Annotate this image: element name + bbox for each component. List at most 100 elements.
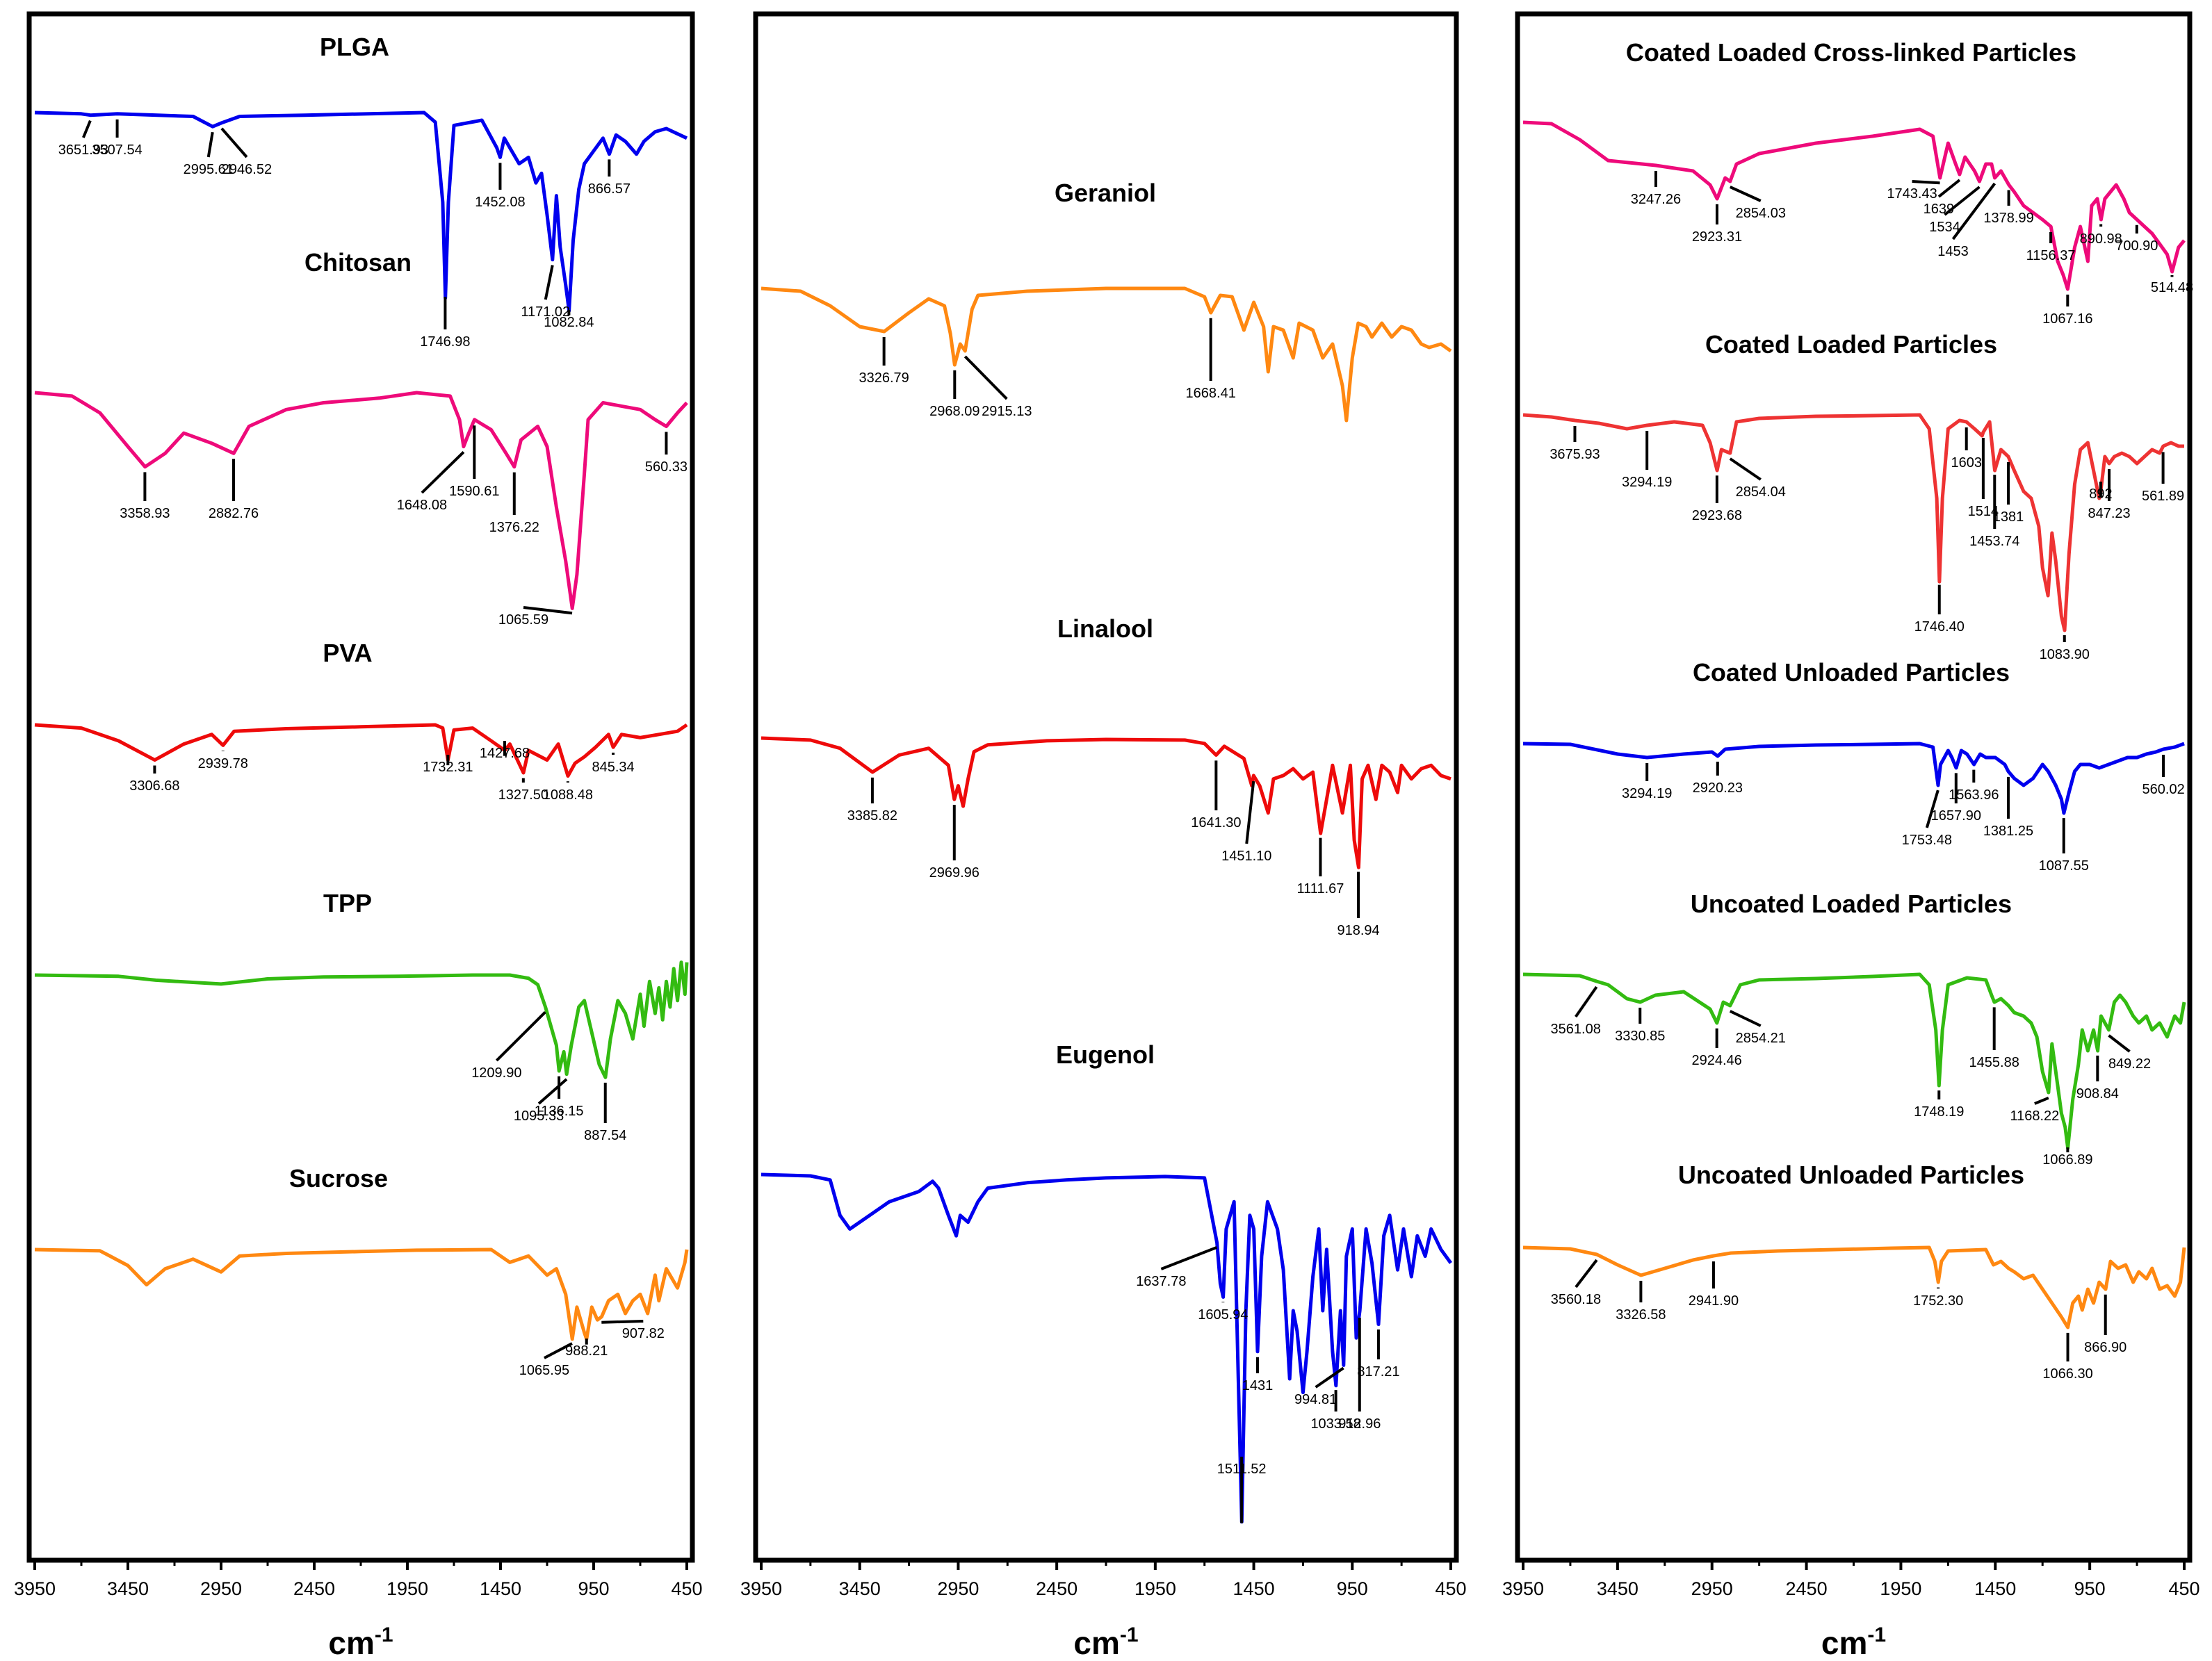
peak-marker-coated-unloaded-particles-1753-48 (1925, 789, 1939, 828)
peak-label-coated-loaded-particles-892: 892 (2089, 486, 2112, 502)
x-tick-label-middle-950: 950 (1337, 1578, 1368, 1599)
x-tick-label-middle-1450: 1450 (1233, 1578, 1275, 1599)
series-line-eugenol (761, 1172, 1453, 1524)
series-title-linalool: Linalool (1057, 614, 1153, 643)
x-tick-label-middle-2950: 2950 (937, 1578, 979, 1599)
series-line-coated-loaded-particles (1522, 413, 2184, 632)
peak-label-coated-loaded-particles-1603: 1603 (1951, 455, 1982, 471)
peak-label-coated-loaded-particles-847-23: 847.23 (2088, 506, 2130, 521)
peak-label-coated-unloaded-particles-1657-90: 1657.90 (1931, 808, 1981, 824)
peak-label-coated-loaded-particles-1381: 1381 (1993, 509, 2024, 525)
peak-label-uncoated-loaded-particles-3330-85: 3330.85 (1615, 1029, 1665, 1044)
peak-label-coated-loaded-cross-linked-particles-1378-99: 1378.99 (1983, 211, 2033, 226)
peak-label-pva-3306-68: 3306.68 (129, 778, 179, 794)
peak-label-plga-2946-52: 2946.52 (222, 162, 272, 177)
peak-label-pva-2939-78: 2939.78 (198, 756, 248, 771)
peak-label-coated-loaded-particles-3675-93: 3675.93 (1550, 447, 1600, 462)
peak-label-coated-loaded-particles-561-89: 561.89 (2142, 489, 2184, 504)
peak-marker-plga-2946-52 (220, 127, 248, 158)
peak-marker-tpp-1209-90 (495, 1010, 546, 1062)
peak-marker-plga-2995-61 (206, 131, 214, 158)
peak-marker-coated-loaded-cross-linked-particles-2854-03 (1729, 186, 1762, 202)
peak-marker-chitosan-1648-08 (421, 451, 465, 494)
x-tick-label-right-3450: 3450 (1597, 1578, 1638, 1599)
x-tick-label-middle-1950: 1950 (1135, 1578, 1176, 1599)
peak-label-eugenol-994-81: 994.81 (1294, 1392, 1337, 1407)
peak-label-uncoated-loaded-particles-2924-46: 2924.46 (1692, 1053, 1742, 1068)
peak-marker-plga-1171-02 (544, 265, 554, 300)
peak-label-coated-loaded-particles-3294-19: 3294.19 (1622, 475, 1672, 490)
series-line-coated-unloaded-particles (1522, 742, 2185, 815)
peak-label-coated-loaded-particles-1453-74: 1453.74 (1969, 534, 2019, 549)
x-tick-label-left-3950: 3950 (14, 1578, 56, 1599)
peak-label-linalool-3385-82: 3385.82 (847, 808, 897, 824)
peak-label-chitosan-1376-22: 1376.22 (489, 520, 539, 535)
peak-marker-coated-loaded-cross-linked-particles-1743-43 (1912, 180, 1940, 185)
x-tick-label-right-2950: 2950 (1691, 1578, 1733, 1599)
peak-marker-coated-loaded-particles-2854-04 (1729, 457, 1762, 481)
x-axis-label-middle: cm-1 (1073, 1623, 1138, 1661)
peak-label-eugenol-1637-78: 1637.78 (1136, 1274, 1186, 1289)
series-line-uncoated-loaded-particles (1522, 972, 2186, 1150)
peak-label-coated-unloaded-particles-1381-25: 1381.25 (1983, 824, 2033, 839)
peak-label-tpp-1209-90: 1209.90 (471, 1065, 521, 1081)
x-tick-label-right-450: 450 (2168, 1578, 2199, 1599)
peak-label-tpp-1095-33: 1095.33 (514, 1108, 564, 1124)
peak-marker-coated-loaded-cross-linked-particles-1639 (1937, 179, 1961, 198)
peak-label-uncoated-loaded-particles-3561-08: 3561.08 (1551, 1022, 1601, 1037)
series-line-coated-loaded-cross-linked-particles (1522, 120, 2186, 291)
peak-label-tpp-887-54: 887.54 (584, 1128, 626, 1143)
peak-label-coated-unloaded-particles-1563-96: 1563.96 (1949, 787, 1999, 803)
peak-label-uncoated-loaded-particles-1168-22: 1168.22 (2010, 1108, 2059, 1124)
x-tick-label-right-3950: 3950 (1502, 1578, 1544, 1599)
series-line-plga (34, 111, 688, 313)
series-title-plga: PLGA (320, 33, 389, 61)
peak-label-eugenol-912-96: 912.96 (1338, 1416, 1381, 1432)
peak-label-pva-1327-50: 1327.50 (498, 787, 548, 803)
peak-marker-coated-loaded-cross-linked-particles-1534 (1944, 186, 1981, 216)
peak-label-coated-loaded-cross-linked-particles-1067-16: 1067.16 (2042, 311, 2092, 327)
peak-label-plga-1746-98: 1746.98 (420, 334, 470, 350)
series-title-chitosan: Chitosan (304, 248, 412, 277)
peak-label-pva-845-34: 845.34 (592, 760, 634, 775)
peak-label-plga-1082-84: 1082.84 (544, 315, 594, 330)
peak-label-geraniol-1668-41: 1668.41 (1186, 386, 1236, 401)
peak-marker-eugenol-994-81 (1315, 1366, 1344, 1389)
series-title-uncoated-loaded-particles: Uncoated Loaded Particles (1691, 890, 2012, 918)
peak-label-coated-loaded-particles-1083-90: 1083.90 (2040, 647, 2090, 662)
x-tick-label-right-950: 950 (2074, 1578, 2106, 1599)
peak-marker-chitosan-1065-59 (523, 606, 573, 615)
x-tick-label-left-950: 950 (578, 1578, 609, 1599)
peak-label-coated-unloaded-particles-1753-48: 1753.48 (1902, 833, 1952, 848)
peak-label-coated-loaded-cross-linked-particles-1453: 1453 (1937, 244, 1969, 259)
peak-label-uncoated-loaded-particles-1455-88: 1455.88 (1969, 1055, 2019, 1070)
series-title-tpp: TPP (323, 889, 372, 917)
peak-label-coated-loaded-cross-linked-particles-2923-31: 2923.31 (1692, 229, 1742, 245)
peak-label-coated-loaded-cross-linked-particles-700-90: 700.90 (2115, 238, 2158, 254)
x-axis-label-left: cm-1 (328, 1623, 393, 1661)
x-tick-label-left-1950: 1950 (387, 1578, 428, 1599)
peak-marker-geraniol-2915-13 (963, 355, 1008, 400)
peak-marker-uncoated-loaded-particles-1168-22 (2034, 1096, 2049, 1105)
x-tick-label-right-1450: 1450 (1974, 1578, 2016, 1599)
peak-label-coated-loaded-cross-linked-particles-514-48: 514.48 (2151, 280, 2193, 295)
peak-marker-plga-3651-93 (82, 120, 92, 138)
peak-label-uncoated-unloaded-particles-2941-90: 2941.90 (1689, 1293, 1739, 1309)
peak-label-uncoated-unloaded-particles-3560-18: 3560.18 (1551, 1292, 1601, 1307)
peak-marker-sucrose-1065-95 (543, 1342, 573, 1359)
series-title-uncoated-unloaded-particles: Uncoated Unloaded Particles (1678, 1161, 2024, 1189)
series-title-geraniol: Geraniol (1055, 179, 1156, 207)
series-line-pva (34, 723, 688, 778)
peak-marker-uncoated-loaded-particles-2854-21 (1729, 1010, 1762, 1027)
series-line-tpp (34, 960, 689, 1079)
peak-label-plga-3651-93: 3651.93 (58, 142, 108, 158)
peak-label-uncoated-loaded-particles-908-84: 908.84 (2076, 1086, 2119, 1102)
peak-marker-uncoated-unloaded-particles-3560-18 (1575, 1259, 1598, 1288)
peak-label-eugenol-1605-94: 1605.94 (1198, 1307, 1248, 1323)
x-axis-label-right: cm-1 (1821, 1623, 1886, 1661)
x-tick-label-middle-3450: 3450 (839, 1578, 881, 1599)
peak-label-linalool-2969-96: 2969.96 (929, 865, 979, 881)
peak-marker-uncoated-loaded-particles-849-22 (2108, 1034, 2131, 1053)
peak-label-linalool-1641-30: 1641.30 (1191, 815, 1241, 830)
peak-label-coated-loaded-particles-1746-40: 1746.40 (1914, 619, 1965, 635)
